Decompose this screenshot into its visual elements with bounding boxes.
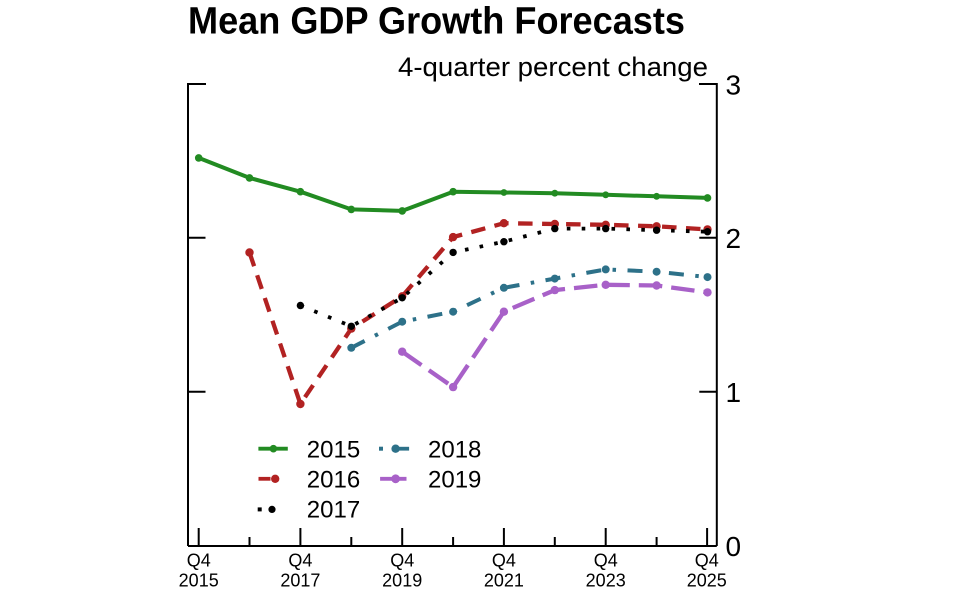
svg-text:2025: 2025 (687, 570, 727, 590)
svg-text:Q4: Q4 (390, 550, 414, 570)
svg-text:2021: 2021 (484, 570, 524, 590)
svg-text:Q4: Q4 (187, 550, 211, 570)
svg-text:Q4: Q4 (594, 550, 618, 570)
svg-text:Mean GDP Growth Forecasts: Mean GDP Growth Forecasts (188, 1, 685, 43)
svg-text:2019: 2019 (382, 570, 422, 590)
svg-text:0: 0 (726, 531, 742, 562)
svg-text:2016: 2016 (307, 467, 360, 494)
svg-text:2017: 2017 (280, 570, 320, 590)
svg-text:2017: 2017 (307, 496, 360, 523)
svg-text:2023: 2023 (586, 570, 626, 590)
svg-text:2015: 2015 (307, 437, 360, 464)
svg-text:Q4: Q4 (288, 550, 312, 570)
svg-text:Q4: Q4 (695, 550, 719, 570)
svg-text:Q4: Q4 (492, 550, 516, 570)
svg-text:2: 2 (726, 223, 742, 254)
svg-text:1: 1 (726, 377, 742, 408)
svg-text:2018: 2018 (428, 437, 481, 464)
svg-text:2015: 2015 (179, 570, 219, 590)
svg-text:3: 3 (726, 69, 742, 100)
svg-text:4-quarter percent change: 4-quarter percent change (398, 52, 708, 82)
svg-text:2019: 2019 (428, 467, 481, 494)
